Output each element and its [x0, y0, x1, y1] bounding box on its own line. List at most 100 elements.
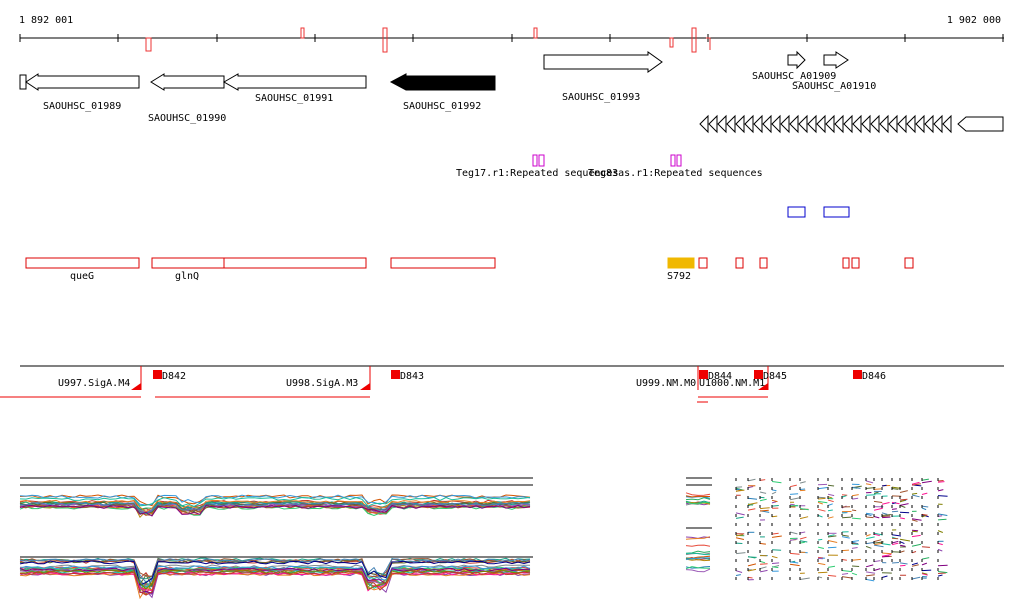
marker[interactable]: D845 [754, 370, 787, 382]
expression-trace [911, 530, 918, 533]
expression-trace [899, 564, 906, 567]
expression-trace [881, 555, 890, 558]
segment[interactable]: U998.SigA.M3 [155, 366, 371, 398]
gene-arrow[interactable]: SAOUHSC_01991 [222, 73, 367, 104]
feature-box[interactable] [223, 257, 367, 269]
feature-box[interactable] [842, 257, 850, 269]
expression-trace [789, 552, 800, 555]
expression-trace [911, 481, 920, 485]
expression-panel [19, 477, 533, 519]
expression-trace [771, 515, 778, 518]
expression-trace [937, 530, 944, 533]
expression-trace [817, 562, 826, 566]
expression-trace [685, 552, 711, 556]
expression-trace [799, 488, 806, 490]
gene-arrow[interactable]: SAOUHSC_01989 [19, 73, 140, 112]
expression-trace [771, 499, 778, 503]
expression-trace [841, 576, 852, 579]
expression-trace [865, 541, 875, 545]
expression-trace [827, 484, 835, 487]
segment[interactable]: U997.SigA.M4 [0, 366, 142, 398]
blue-feature[interactable] [787, 206, 806, 218]
expression-trace [827, 516, 834, 519]
feature-box[interactable] [390, 257, 496, 269]
segment[interactable]: U999.NM.M0 [636, 366, 768, 403]
marker[interactable]: D844 [699, 370, 732, 382]
expression-trace [685, 495, 710, 498]
expression-track [19, 477, 948, 600]
expression-trace [841, 536, 850, 539]
expression-trace [735, 574, 741, 576]
expression-trace [881, 484, 887, 487]
expression-trace [799, 577, 810, 580]
repeat-feature[interactable]: Teg17.r1:Repeated sequences [456, 154, 619, 179]
feature-box[interactable] [735, 257, 744, 269]
marker-label: D843 [400, 371, 424, 382]
expression-trace [747, 556, 757, 558]
expression-trace [827, 499, 834, 503]
marker[interactable]: D846 [853, 370, 886, 382]
segment[interactable]: U1000.NM.M1 [699, 366, 769, 390]
coordinate-ruler: 1 892 001 1 902 000 [19, 15, 1004, 53]
gene-arrow[interactable]: SAOUHSC_A01910 [792, 51, 876, 92]
expression-trace [827, 509, 833, 512]
feature-box[interactable]: queG [25, 257, 140, 282]
blue-feature[interactable] [823, 206, 850, 218]
repeat-feature[interactable]: Teg83as.r1:Repeated sequences [588, 154, 763, 179]
expression-trace [759, 566, 767, 570]
feature-box-highlight[interactable]: S792 [667, 257, 695, 282]
expression-trace [921, 573, 928, 576]
expression-trace [817, 508, 826, 512]
gene-arrow[interactable]: SAOUHSC_01990 [148, 73, 226, 124]
expression-trace [841, 573, 849, 575]
expression-trace [921, 492, 928, 495]
expression-trace [771, 535, 782, 538]
ruler-end-label: 1 902 000 [947, 15, 1001, 26]
expression-trace [759, 563, 768, 565]
expression-trace [827, 496, 833, 499]
gene-arrow[interactable]: SAOUHSC_A01909 [752, 50, 836, 82]
gene-arrow[interactable]: SAOUHSC_01993 [543, 51, 663, 103]
expression-trace [865, 571, 876, 574]
marker[interactable]: D842 [153, 370, 186, 382]
expression-trace [685, 557, 711, 561]
expression-trace [747, 503, 754, 507]
expression-trace [865, 574, 875, 577]
expression-trace [865, 494, 876, 496]
expression-trace [19, 496, 531, 508]
expression-trace [899, 505, 906, 508]
expression-trace [817, 496, 826, 499]
feature-box[interactable]: glnQ [151, 257, 225, 282]
expression-trace [685, 501, 711, 505]
expression-trace [865, 483, 872, 486]
expression-trace [937, 518, 947, 521]
expression-trace [873, 532, 883, 536]
feature-box[interactable] [759, 257, 768, 269]
expression-trace [921, 557, 930, 560]
expression-trace [891, 537, 899, 540]
expression-trace [19, 559, 531, 588]
expression-trace [911, 562, 918, 566]
expression-trace [817, 497, 826, 500]
feature-box[interactable] [851, 257, 860, 269]
unlabeled-reverse-arrows[interactable] [699, 114, 1004, 134]
expression-trace [841, 559, 847, 561]
expression-trace [851, 547, 858, 549]
expression-trace [771, 501, 777, 504]
expression-trace [19, 571, 531, 592]
feature-box[interactable] [698, 257, 708, 269]
marker[interactable]: D843 [391, 370, 424, 382]
expression-trace [899, 498, 908, 501]
expression-trace [771, 489, 777, 492]
expression-trace [759, 507, 770, 510]
marker-label: D842 [162, 371, 186, 382]
expression-trace [881, 516, 891, 519]
expression-trace [685, 568, 711, 573]
segment-label: U999.NM.M0 [636, 378, 696, 389]
expression-trace [19, 501, 531, 515]
expression-trace [911, 483, 921, 486]
expression-trace [937, 489, 944, 492]
gene-arrow-selected[interactable]: SAOUHSC_01992 [389, 73, 496, 112]
feature-box[interactable] [904, 257, 914, 269]
